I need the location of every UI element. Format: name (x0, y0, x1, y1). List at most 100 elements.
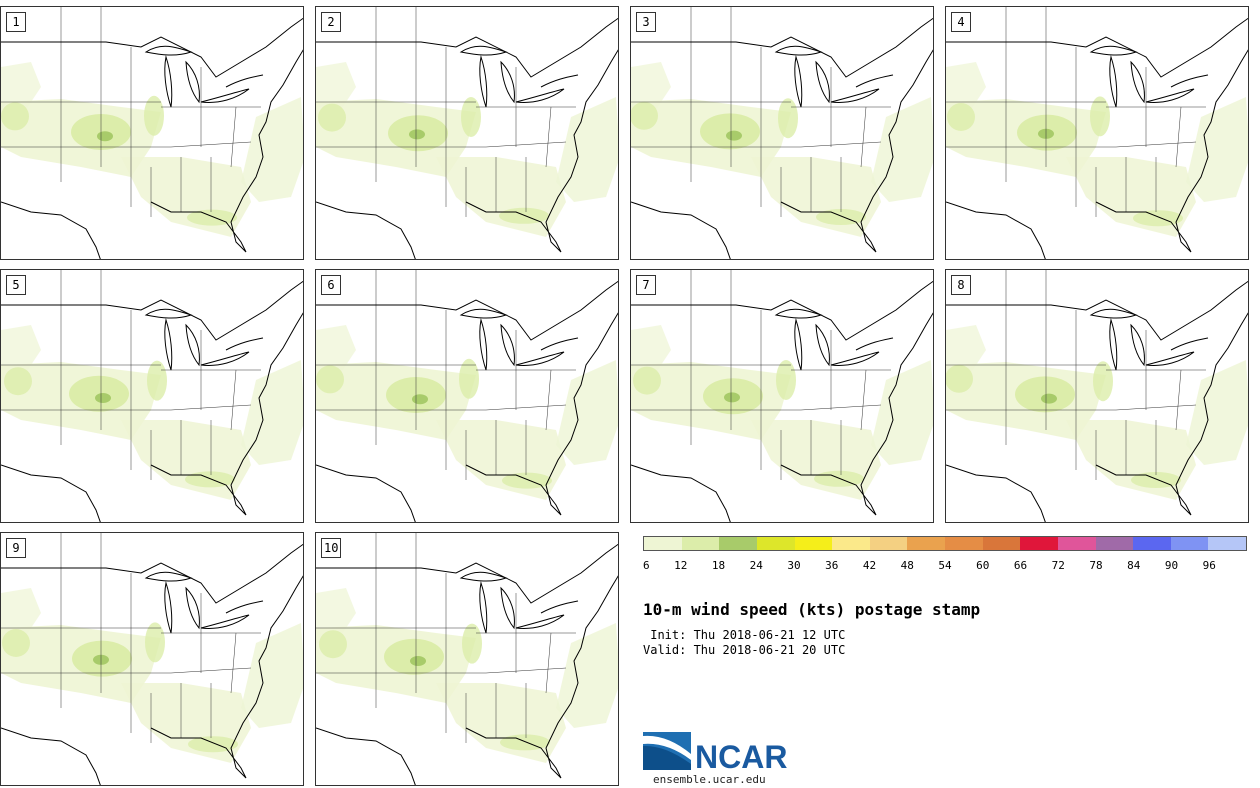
wind-speed-shading (499, 207, 549, 224)
colorbar (643, 536, 1247, 551)
colorbar-segment-10 (982, 537, 1021, 550)
map-canvas (1, 533, 303, 785)
wind-speed-shading (410, 656, 426, 666)
state-boundary (800, 404, 882, 411)
coastline (540, 337, 579, 351)
ncar-logo-text: NCAR (695, 739, 787, 774)
map-panel-1[interactable]: 1 (0, 6, 304, 260)
wind-speed-shading (1, 325, 41, 380)
coastline (316, 280, 618, 341)
state-boundary (230, 632, 237, 694)
map-panel-6[interactable]: 6 (315, 269, 619, 523)
coastline (540, 600, 579, 614)
map-panel-9[interactable]: 9 (0, 532, 304, 786)
wind-speed-shading (4, 367, 32, 396)
coastline (1, 17, 303, 78)
coastline (225, 600, 264, 614)
wind-speed-shading (147, 360, 167, 401)
panel-number: 3 (636, 12, 656, 32)
coastline (1130, 60, 1145, 104)
coastline (465, 575, 618, 779)
map-canvas (1, 7, 303, 259)
wind-speed-shading (188, 736, 238, 753)
panel-number: 5 (6, 275, 26, 295)
state-boundary (1175, 106, 1182, 168)
state-boundary (860, 369, 867, 431)
coastline (150, 575, 303, 779)
valid-time: Valid: Thu 2018-06-21 20 UTC (643, 643, 846, 657)
wind-speed-shading (316, 365, 344, 394)
wind-speed-shading (726, 130, 742, 141)
panel-number: 8 (951, 275, 971, 295)
coastline (830, 351, 880, 366)
coastline (1145, 351, 1195, 366)
colorbar-tick-label: 42 (862, 559, 877, 572)
map-panel-4[interactable]: 4 (945, 6, 1249, 260)
map-panel-2[interactable]: 2 (315, 6, 619, 260)
coastline (515, 351, 565, 366)
coastline (1130, 323, 1145, 367)
wind-speed-shading (316, 588, 356, 643)
coastline (1109, 318, 1118, 371)
coastline (144, 45, 193, 56)
coastline (500, 60, 515, 104)
plot-title: 10-m wind speed (kts) postage stamp (643, 600, 981, 619)
colorbar-tick-label: 6 (643, 559, 650, 572)
colorbar-tick-label: 18 (711, 559, 726, 572)
coastline (316, 727, 416, 785)
coastline (225, 337, 264, 351)
wind-speed-shading (1133, 210, 1183, 227)
colorbar-segment-15 (1170, 537, 1209, 550)
coastline (855, 74, 894, 88)
wind-speed-shading (814, 470, 864, 487)
wind-speed-shading (631, 101, 658, 130)
coastline (946, 464, 1046, 522)
coastline (515, 88, 565, 103)
coastline (1089, 45, 1138, 56)
panel-number: 4 (951, 12, 971, 32)
wind-speed-shading (185, 471, 235, 488)
coastline (479, 55, 488, 108)
colorbar-tick-label: 66 (1013, 559, 1028, 572)
map-panel-8[interactable]: 8 (945, 269, 1249, 523)
wind-speed-shading (2, 629, 30, 657)
state-boundary (485, 141, 567, 148)
state-boundary (860, 106, 867, 168)
colorbar-segment-13 (1095, 537, 1134, 550)
map-canvas (316, 533, 618, 785)
colorbar-segment-2 (681, 537, 720, 550)
map-panel-3[interactable]: 3 (630, 6, 934, 260)
init-time: Init: Thu 2018-06-21 12 UTC (643, 628, 846, 642)
coastline (150, 312, 303, 516)
state-boundary (800, 141, 882, 148)
state-boundary (170, 667, 252, 674)
coastline (515, 614, 565, 629)
coastline (1170, 337, 1209, 351)
wind-speed-shading (1090, 96, 1110, 137)
coastline (830, 88, 880, 103)
panel-number: 7 (636, 275, 656, 295)
map-panel-5[interactable]: 5 (0, 269, 304, 523)
map-panel-7[interactable]: 7 (630, 269, 934, 523)
wind-speed-shading (633, 366, 661, 395)
colorbar-ticks: 6 12 18 24 30 36 42 48 54 60 66 72 78 84 90 96 (643, 559, 1247, 573)
wind-speed-shading (97, 131, 113, 142)
wind-speed-shading (412, 394, 428, 405)
wind-speed-shading (409, 129, 425, 140)
state-boundary (1115, 141, 1197, 148)
wind-speed-shading (947, 103, 975, 131)
map-panel-10[interactable]: 10 (315, 532, 619, 786)
coastline (185, 586, 200, 630)
coastline (774, 308, 823, 319)
colorbar-segment-4 (756, 537, 795, 550)
coastline (316, 201, 416, 259)
coastline (316, 464, 416, 522)
wind-speed-shading (316, 62, 356, 117)
state-boundary (545, 632, 552, 694)
state-boundary (230, 369, 237, 431)
coastline (1089, 308, 1138, 319)
coastline (465, 312, 618, 516)
wind-speed-shading (776, 360, 796, 400)
coastline (500, 586, 515, 630)
colorbar-segment-16 (1208, 537, 1246, 550)
